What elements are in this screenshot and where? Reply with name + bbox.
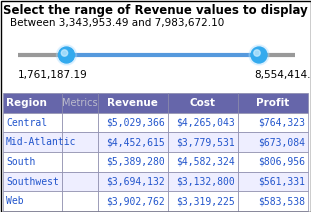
- Bar: [63, 132, 98, 152]
- Text: 8,554,414.55: 8,554,414.55: [254, 70, 311, 80]
- Bar: [3, 113, 63, 132]
- Bar: [238, 93, 308, 113]
- Text: 1,761,187.19: 1,761,187.19: [18, 70, 88, 80]
- Bar: [3, 172, 63, 191]
- Bar: [168, 172, 238, 191]
- Bar: [98, 172, 168, 191]
- Bar: [168, 113, 238, 132]
- Bar: [98, 93, 168, 113]
- Bar: [98, 132, 168, 152]
- Text: $3,694,132: $3,694,132: [106, 177, 165, 187]
- Circle shape: [61, 50, 68, 56]
- Bar: [238, 113, 308, 132]
- Bar: [168, 152, 238, 172]
- Text: Profit: Profit: [256, 98, 290, 108]
- Text: $561,331: $561,331: [258, 177, 305, 187]
- Text: $4,582,324: $4,582,324: [176, 157, 235, 167]
- Bar: [63, 172, 98, 191]
- Text: Region: Region: [6, 98, 47, 108]
- Bar: [63, 152, 98, 172]
- Bar: [63, 113, 98, 132]
- Text: $4,265,043: $4,265,043: [176, 117, 235, 127]
- Text: $806,956: $806,956: [258, 157, 305, 167]
- Text: $3,779,531: $3,779,531: [176, 137, 235, 147]
- Text: Central: Central: [6, 117, 47, 127]
- Bar: [3, 93, 63, 113]
- Text: South: South: [6, 157, 35, 167]
- Bar: [238, 152, 308, 172]
- Circle shape: [57, 45, 77, 65]
- Text: $5,029,366: $5,029,366: [106, 117, 165, 127]
- Bar: [238, 172, 308, 191]
- Text: $764,323: $764,323: [258, 117, 305, 127]
- Text: Select the range of Revenue values to display: Select the range of Revenue values to di…: [3, 4, 308, 17]
- Bar: [98, 113, 168, 132]
- Text: $583,538: $583,538: [258, 196, 305, 206]
- Text: Revenue: Revenue: [107, 98, 158, 108]
- Circle shape: [251, 47, 267, 63]
- Bar: [63, 93, 98, 113]
- Bar: [238, 191, 308, 211]
- Bar: [168, 93, 238, 113]
- Text: $673,084: $673,084: [258, 137, 305, 147]
- Text: Cost: Cost: [190, 98, 216, 108]
- Bar: [3, 152, 63, 172]
- Text: Southwest: Southwest: [6, 177, 59, 187]
- Text: Between 3,343,953.49 and 7,983,672.10: Between 3,343,953.49 and 7,983,672.10: [10, 18, 224, 28]
- Text: Metrics: Metrics: [62, 98, 98, 108]
- Bar: [238, 132, 308, 152]
- Text: Web: Web: [6, 196, 24, 206]
- Text: Mid-Atlantic: Mid-Atlantic: [6, 137, 77, 147]
- Bar: [63, 191, 98, 211]
- Circle shape: [254, 50, 260, 56]
- Circle shape: [249, 45, 269, 65]
- Text: $3,319,225: $3,319,225: [176, 196, 235, 206]
- Text: $4,452,615: $4,452,615: [106, 137, 165, 147]
- Bar: [3, 191, 63, 211]
- Text: $5,389,280: $5,389,280: [106, 157, 165, 167]
- Bar: [168, 191, 238, 211]
- Text: $3,132,800: $3,132,800: [176, 177, 235, 187]
- Circle shape: [58, 47, 74, 63]
- Bar: [98, 191, 168, 211]
- Text: $3,902,762: $3,902,762: [106, 196, 165, 206]
- Bar: [3, 132, 63, 152]
- Bar: [168, 132, 238, 152]
- Bar: [98, 152, 168, 172]
